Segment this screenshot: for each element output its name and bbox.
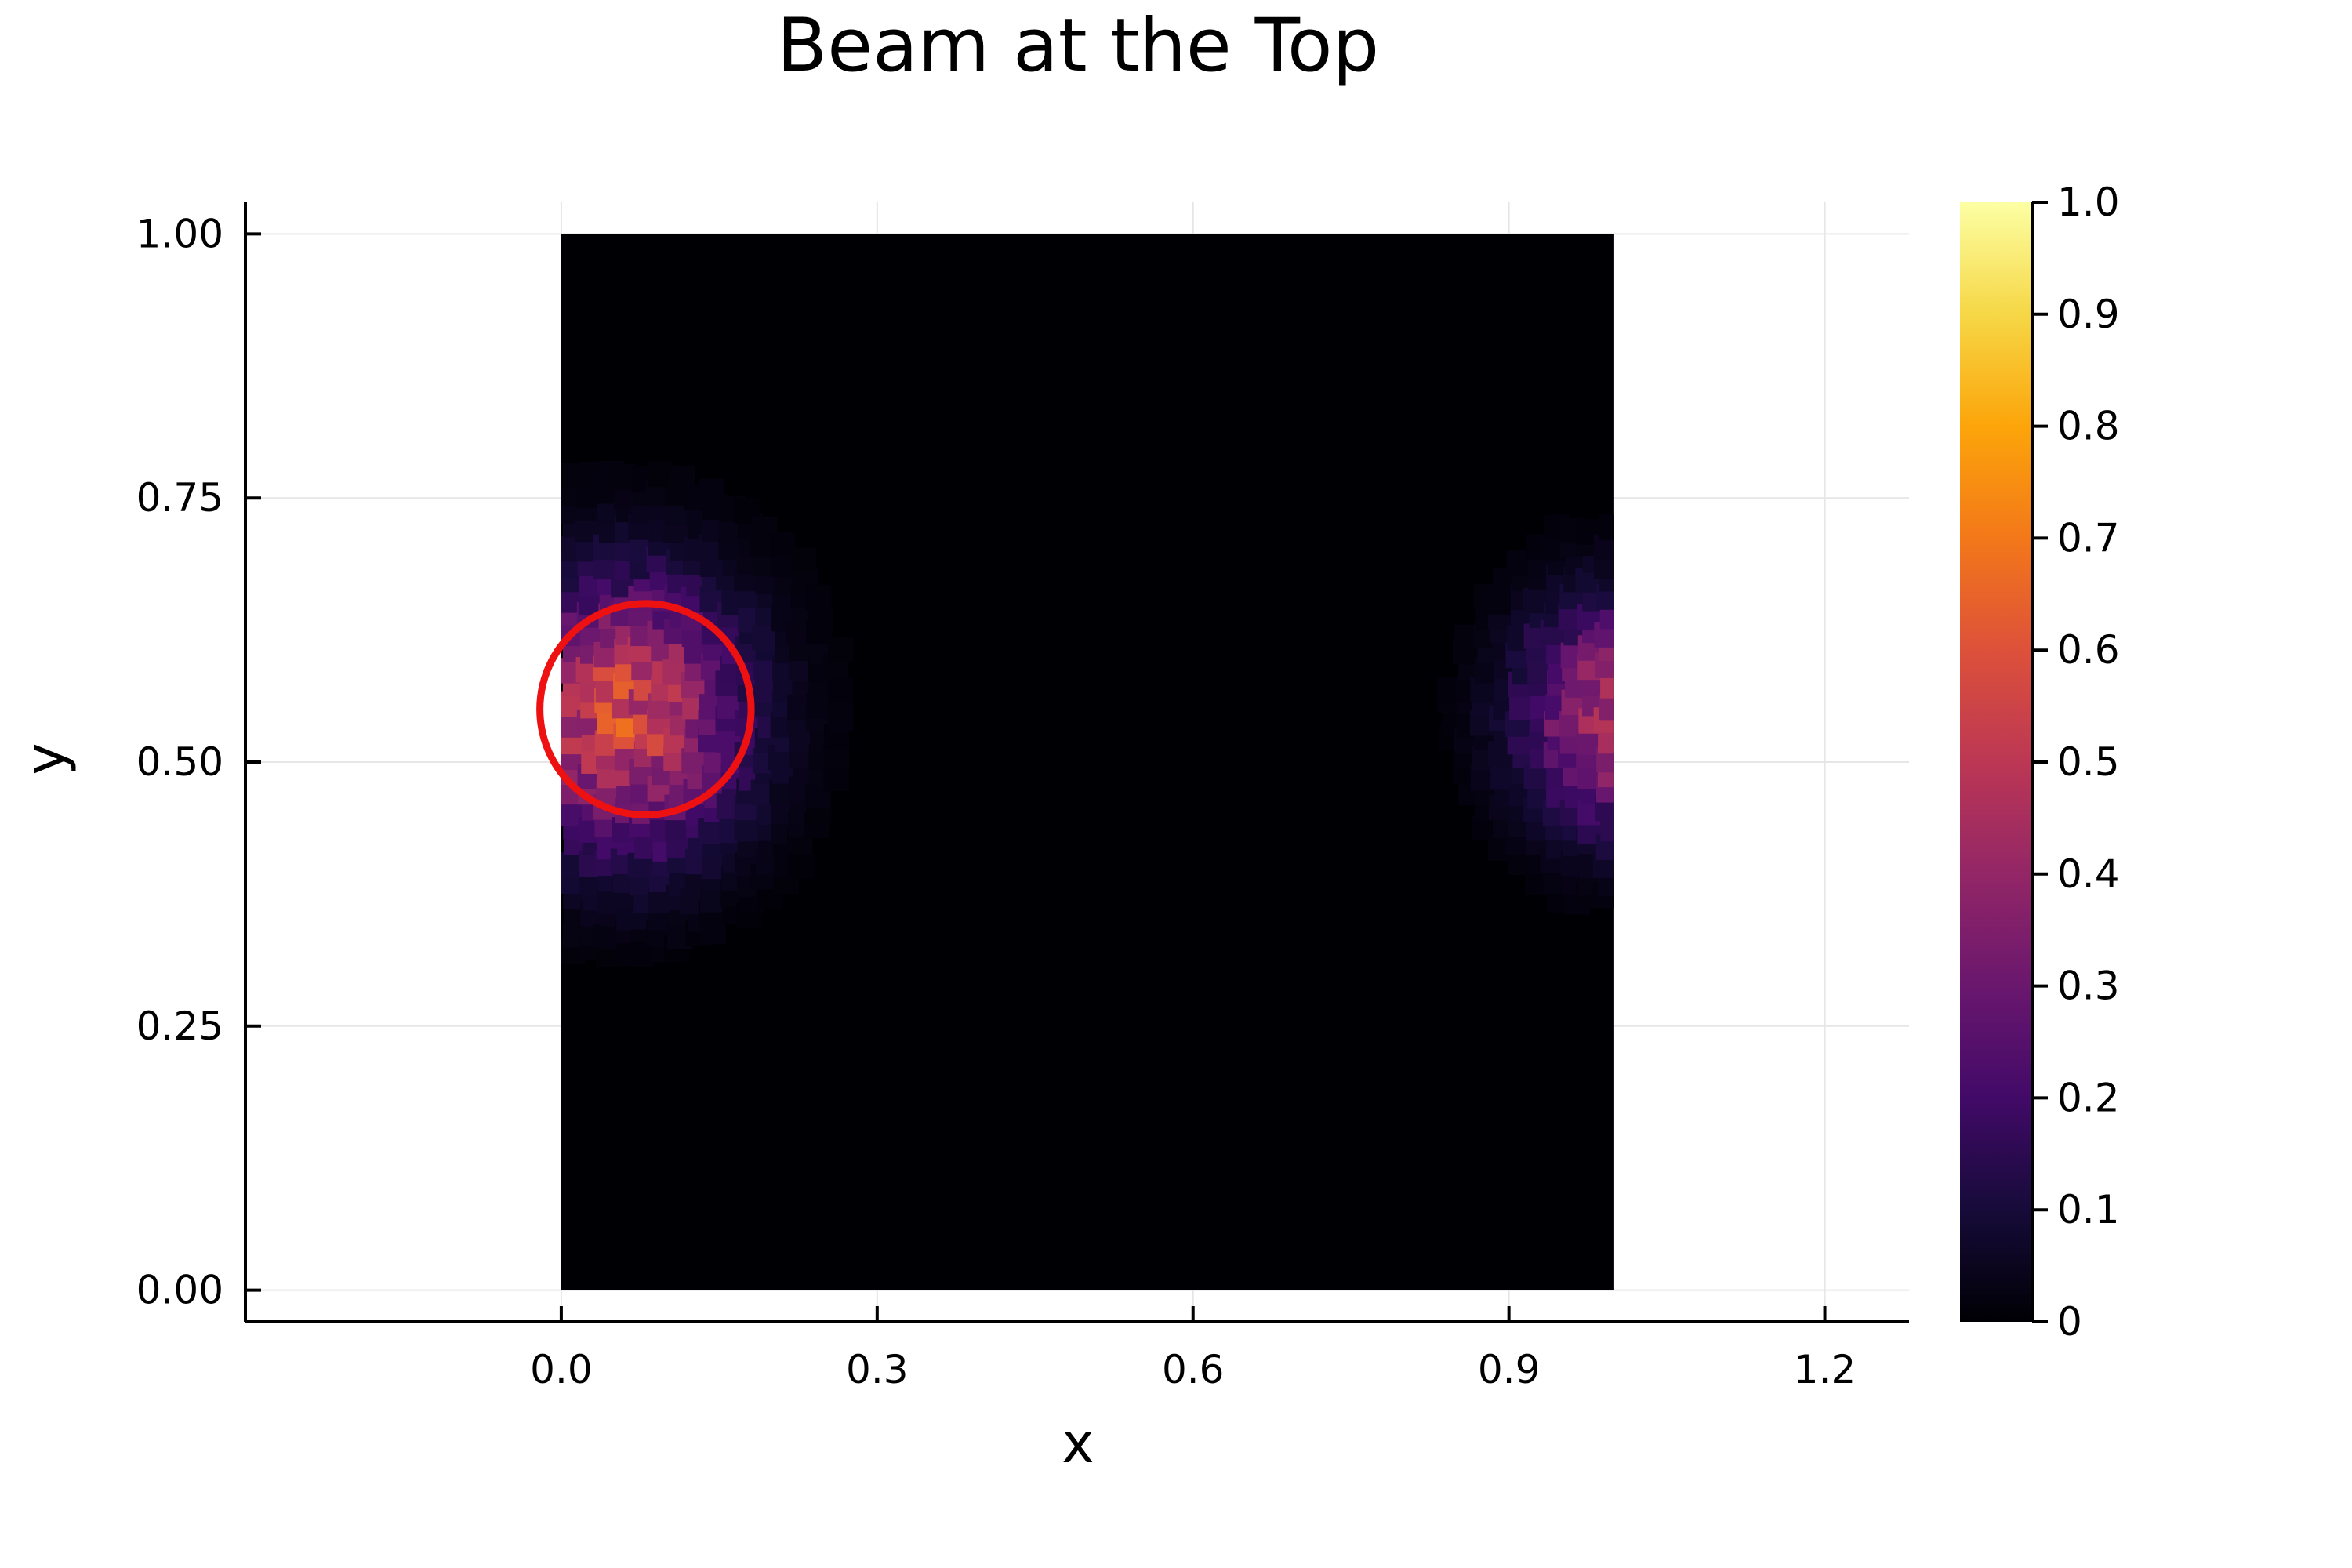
heatmap-cell [734, 815, 760, 842]
colorbar-tick-label: 0.4 [2057, 851, 2120, 897]
heatmap-cell [788, 853, 814, 879]
heatmap-cell [1599, 603, 1614, 630]
colorbar-tick-label: 0.6 [2057, 627, 2120, 673]
heatmap-cell [610, 464, 636, 490]
heatmap-cell [828, 637, 854, 662]
heatmap-cell [1600, 815, 1614, 842]
colorbar-ticks: 0 0.1 0.2 0.3 0.4 0.5 0.6 0.7 0.8 0.9 1.0 [2032, 180, 2120, 1345]
x-tick-label: 0.6 [1162, 1347, 1225, 1392]
heatmap-cell [698, 478, 724, 504]
colorbar-tick-label: 0 [2057, 1299, 2082, 1345]
colorbar-tick-label: 0.2 [2057, 1075, 2120, 1120]
x-ticks: 0.0 0.3 0.6 0.9 1.2 [530, 1306, 1856, 1392]
y-tick-label: 1.00 [136, 211, 223, 256]
x-axis-label: x [1062, 1411, 1094, 1475]
heatmap-cell [823, 765, 850, 792]
heatmap-cell [827, 676, 854, 702]
colorbar-tick-label: 0.9 [2057, 292, 2120, 337]
y-tick-label: 0.00 [136, 1268, 223, 1313]
colorbar-tick-label: 0.3 [2057, 964, 2120, 1009]
colorbar-tick-label: 0.1 [2057, 1187, 2120, 1232]
colorbar-tick-label: 1.0 [2057, 180, 2120, 225]
heatmap-cell [1599, 514, 1614, 540]
heatmap-cell [1600, 673, 1614, 699]
y-tick-label: 0.25 [136, 1004, 223, 1049]
heatmap-cell [1598, 728, 1614, 754]
heatmap-cell [1599, 695, 1614, 721]
colorbar-tick-label: 0.5 [2057, 739, 2120, 785]
heatmap-cell [808, 607, 834, 633]
heatmap [561, 234, 1614, 1290]
heatmap-cell [593, 923, 619, 949]
colorbar-tick-label: 0.8 [2057, 404, 2120, 449]
colorbar-gradient [1960, 202, 2032, 1322]
annotation-circle [536, 600, 755, 818]
y-ticks: 0.00 0.25 0.50 0.75 1.00 [136, 211, 261, 1313]
heatmap-cell [698, 818, 724, 844]
x-tick-label: 0.3 [846, 1347, 909, 1392]
x-tick-label: 0.0 [530, 1347, 593, 1392]
x-tick-label: 0.9 [1478, 1347, 1541, 1392]
y-axis-label: y [13, 742, 78, 775]
y-tick-label: 0.75 [136, 475, 223, 521]
x-tick-label: 1.2 [1794, 1347, 1857, 1392]
heatmap-cell [790, 547, 817, 573]
heatmap-cell [805, 584, 832, 610]
colorbar-tick-label: 0.7 [2057, 515, 2120, 561]
chart-title: Beam at the Top [777, 3, 1379, 89]
colorbar: 0 0.1 0.2 0.3 0.4 0.5 0.6 0.7 0.8 0.9 1.0 [1960, 180, 2120, 1345]
y-tick-label: 0.50 [136, 739, 223, 785]
